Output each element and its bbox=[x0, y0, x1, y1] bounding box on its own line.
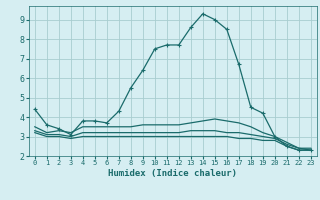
X-axis label: Humidex (Indice chaleur): Humidex (Indice chaleur) bbox=[108, 169, 237, 178]
